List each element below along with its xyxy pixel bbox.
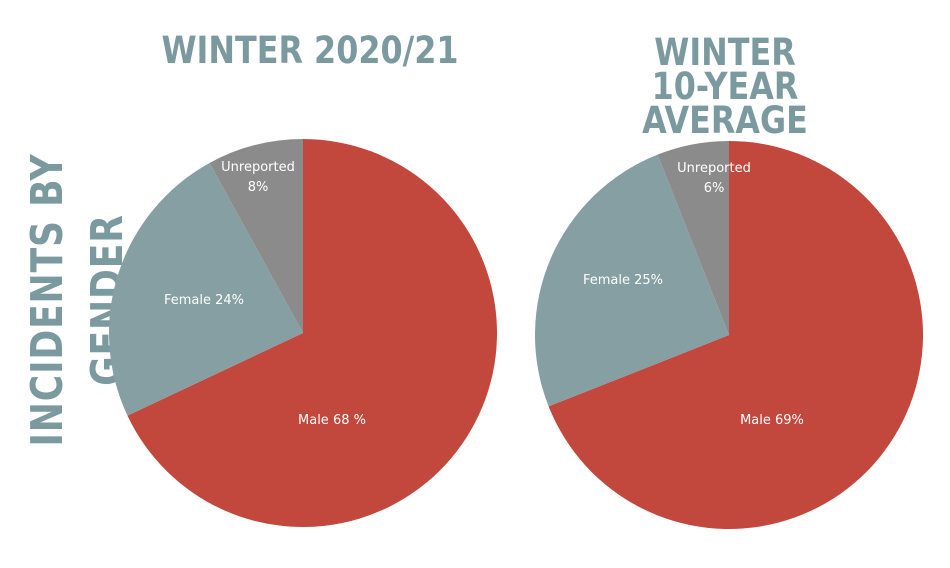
slice-label-female: Female 24% [164, 293, 244, 308]
pie-slice-unreported [209, 139, 303, 333]
slice-label-unreported: Unreported 8% [221, 160, 295, 195]
chart-title-line: 10-YEAR AVERAGE [642, 65, 808, 142]
chart-title-winter-2020-21: WINTER 2020/21 [161, 29, 459, 72]
pie-slice-male [548, 141, 923, 529]
pie-slice-female [108, 163, 303, 416]
pie-slice-female [534, 154, 729, 407]
chart-title-line: WINTER [654, 31, 796, 74]
pie-slice-male [127, 139, 497, 527]
slice-label-male: Male 69% [740, 413, 804, 428]
slice-label-unreported: Unreported 6% [677, 161, 751, 196]
slice-label-female: Female 25% [583, 273, 663, 288]
slice-label-male: Male 68 % [298, 413, 366, 428]
pie-slice-unreported [657, 141, 729, 335]
chart-title-10-year-average: WINTER 10-YEAR AVERAGE [566, 31, 884, 142]
